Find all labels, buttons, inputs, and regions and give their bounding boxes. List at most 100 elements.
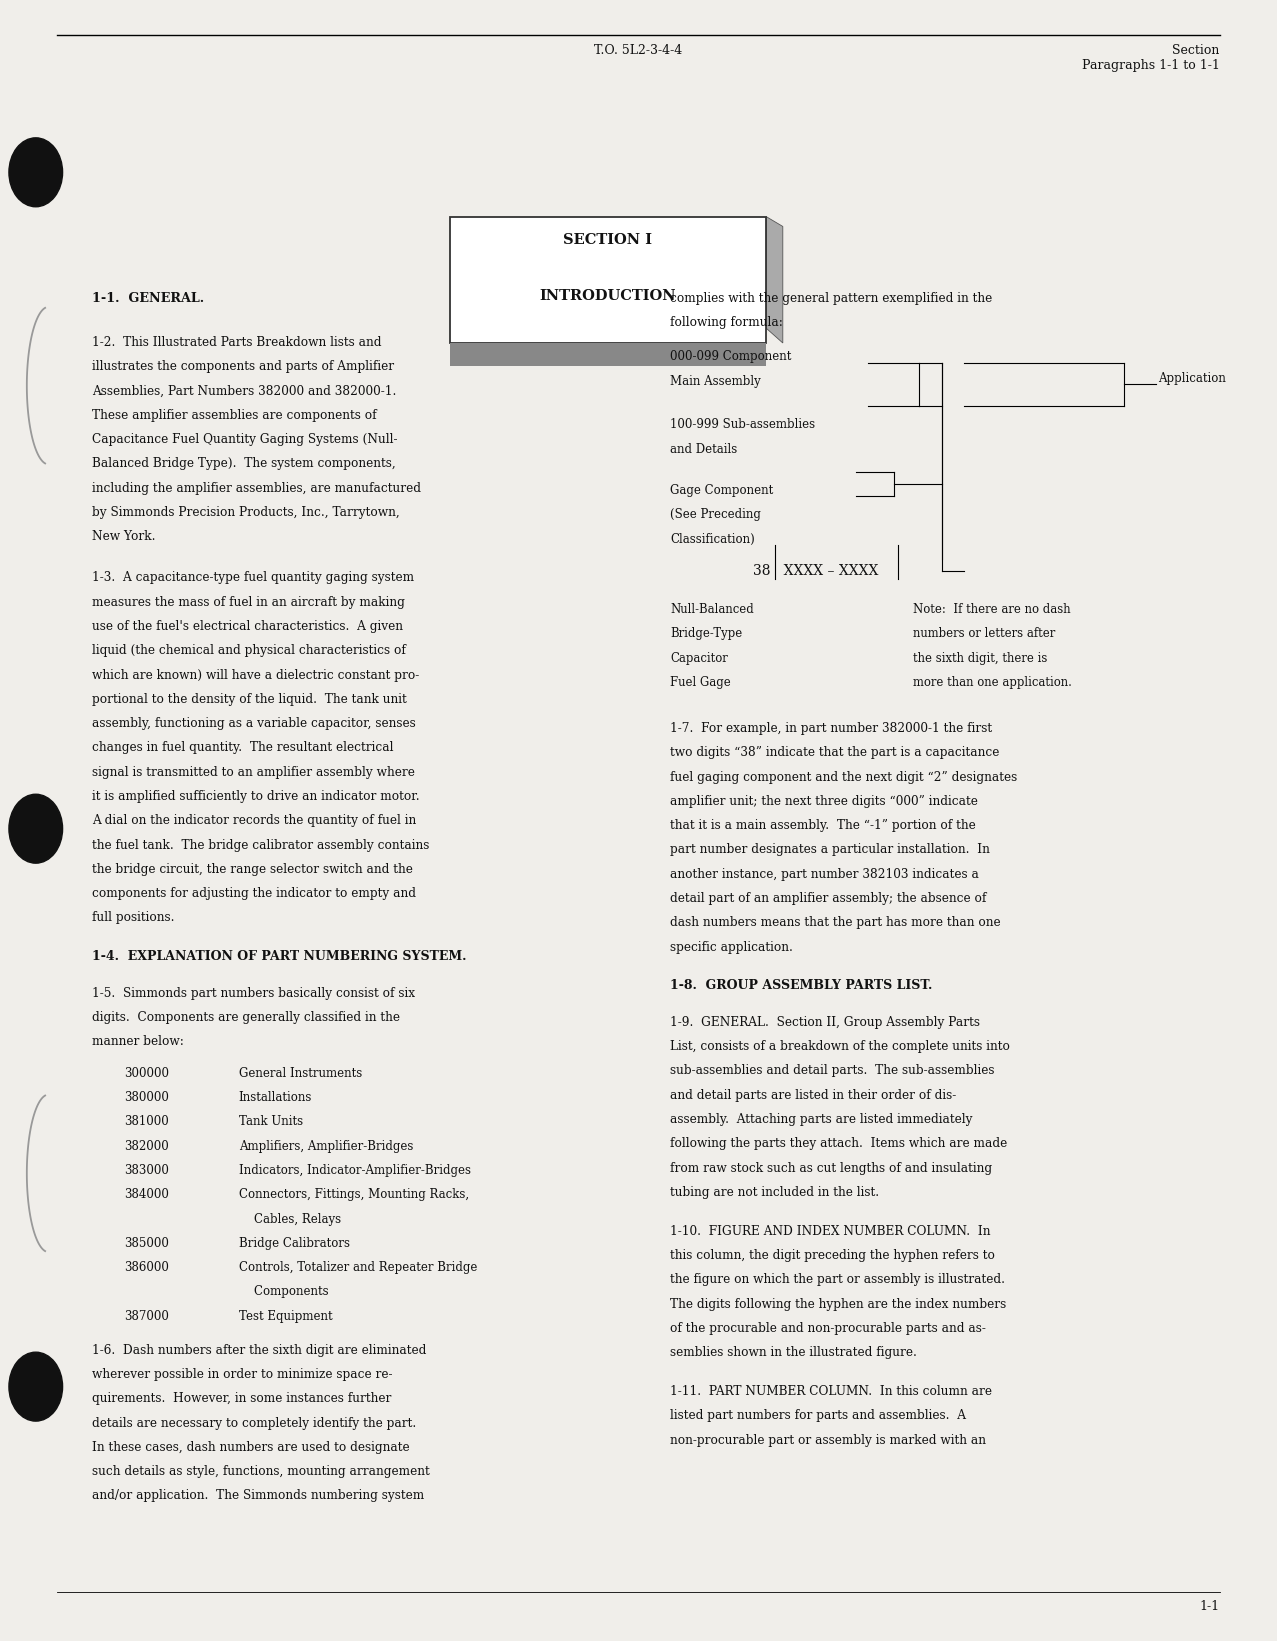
Text: Note:  If there are no dash: Note: If there are no dash [913,602,1070,615]
Text: General Instruments: General Instruments [239,1067,363,1080]
Circle shape [9,138,63,207]
Text: Cables, Relays: Cables, Relays [239,1213,341,1226]
Text: that it is a main assembly.  The “-1” portion of the: that it is a main assembly. The “-1” por… [670,819,976,832]
Text: 1-9.  GENERAL.  Section II, Group Assembly Parts: 1-9. GENERAL. Section II, Group Assembly… [670,1016,981,1029]
Text: digits.  Components are generally classified in the: digits. Components are generally classif… [92,1011,400,1024]
Text: 386000: 386000 [124,1262,169,1273]
Circle shape [9,794,63,863]
Text: 1-7.  For example, in part number 382000-1 the first: 1-7. For example, in part number 382000-… [670,722,992,735]
Text: the fuel tank.  The bridge calibrator assembly contains: the fuel tank. The bridge calibrator ass… [92,839,429,852]
Text: These amplifier assemblies are components of: These amplifier assemblies are component… [92,409,377,422]
Text: by Simmonds Precision Products, Inc., Tarrytown,: by Simmonds Precision Products, Inc., Ta… [92,505,400,519]
Text: dash numbers means that the part has more than one: dash numbers means that the part has mor… [670,916,1001,929]
Text: liquid (the chemical and physical characteristics of: liquid (the chemical and physical charac… [92,645,406,658]
Text: and/or application.  The Simmonds numbering system: and/or application. The Simmonds numberi… [92,1490,424,1503]
Text: Assemblies, Part Numbers 382000 and 382000-1.: Assemblies, Part Numbers 382000 and 3820… [92,384,396,397]
FancyBboxPatch shape [450,217,766,343]
Text: 300000: 300000 [124,1067,169,1080]
Text: the bridge circuit, the range selector switch and the: the bridge circuit, the range selector s… [92,863,412,876]
Text: 381000: 381000 [124,1116,169,1129]
Text: Connectors, Fittings, Mounting Racks,: Connectors, Fittings, Mounting Racks, [239,1188,469,1201]
Text: quirements.  However, in some instances further: quirements. However, in some instances f… [92,1392,391,1405]
Text: specific application.: specific application. [670,940,793,953]
Text: 1-5.  Simmonds part numbers basically consist of six: 1-5. Simmonds part numbers basically con… [92,986,415,999]
Text: 385000: 385000 [124,1237,169,1250]
Text: 382000: 382000 [124,1140,169,1152]
Text: Installations: Installations [239,1091,312,1104]
Text: Main Assembly: Main Assembly [670,374,761,387]
Text: 1-6.  Dash numbers after the sixth digit are eliminated: 1-6. Dash numbers after the sixth digit … [92,1344,427,1357]
Text: detail part of an amplifier assembly; the absence of: detail part of an amplifier assembly; th… [670,893,987,904]
Text: two digits “38” indicate that the part is a capacitance: two digits “38” indicate that the part i… [670,747,1000,760]
Text: tubing are not included in the list.: tubing are not included in the list. [670,1186,880,1200]
Text: following formula:: following formula: [670,317,783,330]
Text: Section: Section [1172,44,1220,57]
Text: Null-Balanced: Null-Balanced [670,602,755,615]
Text: complies with the general pattern exemplified in the: complies with the general pattern exempl… [670,292,992,305]
Text: 1-8.  GROUP ASSEMBLY PARTS LIST.: 1-8. GROUP ASSEMBLY PARTS LIST. [670,980,932,993]
Text: Test Equipment: Test Equipment [239,1310,332,1323]
Text: 1-2.  This Illustrated Parts Breakdown lists and: 1-2. This Illustrated Parts Breakdown li… [92,336,382,350]
Text: T.O. 5L2-3-4-4: T.O. 5L2-3-4-4 [594,44,683,57]
FancyBboxPatch shape [450,343,766,366]
Text: Indicators, Indicator-Amplifier-Bridges: Indicators, Indicator-Amplifier-Bridges [239,1163,471,1177]
Text: assembly.  Attaching parts are listed immediately: assembly. Attaching parts are listed imm… [670,1113,973,1126]
Text: Balanced Bridge Type).  The system components,: Balanced Bridge Type). The system compon… [92,458,396,471]
Text: which are known) will have a dielectric constant pro-: which are known) will have a dielectric … [92,668,419,681]
Text: signal is transmitted to an amplifier assembly where: signal is transmitted to an amplifier as… [92,766,415,779]
Text: Classification): Classification) [670,533,755,545]
Polygon shape [766,217,783,343]
Text: A dial on the indicator records the quantity of fuel in: A dial on the indicator records the quan… [92,814,416,827]
Text: such details as style, functions, mounting arrangement: such details as style, functions, mounti… [92,1465,429,1479]
Text: part number designates a particular installation.  In: part number designates a particular inst… [670,843,990,857]
Text: Controls, Totalizer and Repeater Bridge: Controls, Totalizer and Repeater Bridge [239,1262,478,1273]
Text: semblies shown in the illustrated figure.: semblies shown in the illustrated figure… [670,1346,917,1359]
Text: Gage Component: Gage Component [670,484,774,497]
Text: Paragraphs 1-1 to 1-1: Paragraphs 1-1 to 1-1 [1082,59,1220,72]
Text: changes in fuel quantity.  The resultant electrical: changes in fuel quantity. The resultant … [92,742,393,755]
Text: from raw stock such as cut lengths of and insulating: from raw stock such as cut lengths of an… [670,1162,992,1175]
Text: and Details: and Details [670,443,738,456]
Text: 384000: 384000 [124,1188,169,1201]
Text: (See Preceding: (See Preceding [670,509,761,522]
Text: Tank Units: Tank Units [239,1116,303,1129]
Text: another instance, part number 382103 indicates a: another instance, part number 382103 ind… [670,868,979,881]
Text: List, consists of a breakdown of the complete units into: List, consists of a breakdown of the com… [670,1040,1010,1054]
Text: 380000: 380000 [124,1091,169,1104]
Text: 1-1: 1-1 [1199,1600,1220,1613]
Text: it is amplified sufficiently to drive an indicator motor.: it is amplified sufficiently to drive an… [92,789,420,802]
Text: the sixth digit, there is: the sixth digit, there is [913,651,1047,665]
Text: of the procurable and non-procurable parts and as-: of the procurable and non-procurable par… [670,1323,986,1334]
Text: wherever possible in order to minimize space re-: wherever possible in order to minimize s… [92,1369,392,1382]
Text: the figure on which the part or assembly is illustrated.: the figure on which the part or assembly… [670,1273,1005,1287]
Text: 1-11.  PART NUMBER COLUMN.  In this column are: 1-11. PART NUMBER COLUMN. In this column… [670,1385,992,1398]
Text: components for adjusting the indicator to empty and: components for adjusting the indicator t… [92,888,416,901]
Text: Capacitor: Capacitor [670,651,728,665]
Text: sub-assemblies and detail parts.  The sub-assemblies: sub-assemblies and detail parts. The sub… [670,1065,995,1078]
Text: Fuel Gage: Fuel Gage [670,676,732,689]
Text: use of the fuel's electrical characteristics.  A given: use of the fuel's electrical characteris… [92,620,404,633]
Text: including the amplifier assemblies, are manufactured: including the amplifier assemblies, are … [92,481,421,494]
Text: manner below:: manner below: [92,1035,184,1049]
Text: Amplifiers, Amplifier-Bridges: Amplifiers, Amplifier-Bridges [239,1140,414,1152]
Text: and detail parts are listed in their order of dis-: and detail parts are listed in their ord… [670,1088,956,1101]
Text: Bridge-Type: Bridge-Type [670,627,743,640]
Text: 1-10.  FIGURE AND INDEX NUMBER COLUMN.  In: 1-10. FIGURE AND INDEX NUMBER COLUMN. In [670,1224,991,1237]
Circle shape [9,1352,63,1421]
Text: more than one application.: more than one application. [913,676,1071,689]
Text: amplifier unit; the next three digits “000” indicate: amplifier unit; the next three digits “0… [670,794,978,807]
Text: fuel gaging component and the next digit “2” designates: fuel gaging component and the next digit… [670,771,1018,783]
Text: full positions.: full positions. [92,911,175,924]
Text: measures the mass of fuel in an aircraft by making: measures the mass of fuel in an aircraft… [92,596,405,609]
Text: portional to the density of the liquid.  The tank unit: portional to the density of the liquid. … [92,693,406,706]
Text: details are necessary to completely identify the part.: details are necessary to completely iden… [92,1416,416,1429]
Text: assembly, functioning as a variable capacitor, senses: assembly, functioning as a variable capa… [92,717,416,730]
Text: 38   XXXX – XXXX: 38 XXXX – XXXX [753,565,879,578]
Text: non-procurable part or assembly is marked with an: non-procurable part or assembly is marke… [670,1434,986,1447]
Text: 100-999 Sub-assemblies: 100-999 Sub-assemblies [670,418,816,432]
Text: Components: Components [239,1285,328,1298]
Text: 1-4.  EXPLANATION OF PART NUMBERING SYSTEM.: 1-4. EXPLANATION OF PART NUMBERING SYSTE… [92,950,466,963]
Text: In these cases, dash numbers are used to designate: In these cases, dash numbers are used to… [92,1441,410,1454]
Text: 000-099 Component: 000-099 Component [670,351,792,363]
Text: Capacitance Fuel Quantity Gaging Systems (Null-: Capacitance Fuel Quantity Gaging Systems… [92,433,397,446]
